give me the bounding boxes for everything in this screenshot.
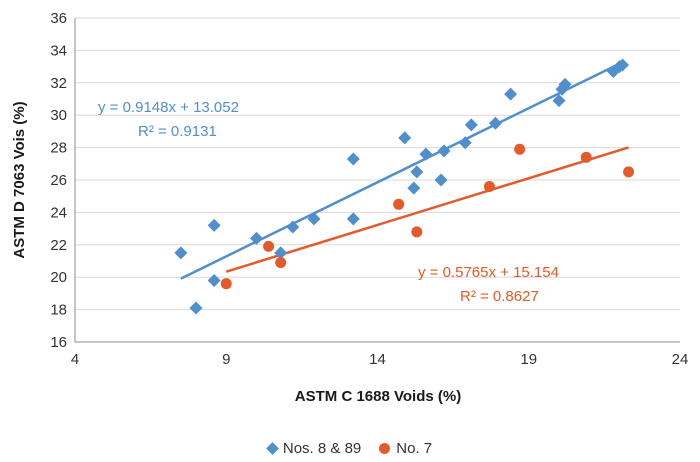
r2-series-1: R² = 0.9131 [138, 123, 217, 140]
data-point-series-1 [346, 212, 360, 226]
eq-series-2: y = 0.5765x + 15.154 [418, 264, 559, 281]
legend-item-series-1: Nos. 8 & 89 [266, 440, 362, 457]
trendline-series-2 [225, 146, 629, 273]
data-point-series-1 [174, 246, 188, 260]
y-tick-label: 36 [50, 10, 67, 27]
y-tick-label: 18 [50, 302, 67, 319]
data-point-series-1 [458, 136, 472, 150]
data-point-series-2 [514, 143, 526, 155]
r2-series-2: R² = 0.8627 [460, 288, 539, 305]
data-point-series-1 [616, 58, 630, 72]
data-point-series-1 [286, 220, 300, 234]
y-tick-label: 16 [50, 334, 67, 351]
x-tick-label: 14 [369, 351, 386, 368]
data-points [174, 58, 635, 315]
data-point-series-1 [207, 273, 221, 287]
data-point-series-2 [411, 226, 423, 238]
axes [74, 18, 680, 343]
data-point-series-1 [207, 218, 221, 232]
x-axis-title: ASTM C 1688 Voids (%) [295, 388, 461, 405]
data-point-series-2 [483, 180, 495, 192]
y-axis-title: ASTM D 7063 Vois (%) [11, 101, 28, 258]
trendline-series-1 [180, 62, 621, 280]
data-point-series-1 [410, 165, 424, 179]
data-point-series-2 [393, 198, 405, 210]
data-point-series-1 [419, 147, 433, 161]
circle-marker-icon [379, 443, 391, 454]
y-tick-label: 32 [50, 75, 67, 92]
data-point-series-1 [189, 301, 203, 315]
data-point-series-2 [623, 166, 635, 178]
data-point-series-2 [580, 151, 592, 163]
x-tick-label: 24 [672, 351, 689, 368]
data-point-series-2 [275, 257, 287, 269]
scatter-chart: 16 18 20 22 24 26 28 30 32 34 36 4 9 14 19 24 y = 0.91… [11, 10, 689, 405]
trendline-equations: y = 0.9148x + 13.052 R² = 0.9131 y = 0.5… [98, 99, 559, 305]
data-point-series-1 [504, 87, 518, 101]
y-tick-labels: 16 18 20 22 24 26 28 30 32 34 36 [50, 10, 67, 351]
legend-item-series-2: No. 7 [379, 440, 432, 457]
data-point-series-1 [558, 77, 572, 91]
data-point-series-1 [307, 212, 321, 226]
data-point-series-1 [552, 94, 566, 108]
data-point-series-2 [263, 240, 275, 252]
y-tick-label: 24 [50, 204, 67, 221]
diamond-marker-icon [266, 442, 279, 455]
y-tick-label: 28 [50, 140, 67, 157]
data-point-series-1 [464, 118, 478, 132]
data-point-series-2 [220, 278, 232, 290]
data-point-series-1 [250, 231, 263, 245]
y-tick-label: 26 [50, 172, 67, 189]
data-point-series-1 [346, 152, 360, 166]
legend-label-series-1: Nos. 8 & 89 [282, 440, 362, 457]
data-point-series-1 [437, 144, 451, 158]
y-tick-label: 20 [50, 269, 67, 286]
data-point-series-1 [488, 116, 502, 130]
data-point-series-1 [407, 181, 421, 195]
data-point-series-1 [274, 246, 288, 260]
x-tick-label: 9 [222, 351, 230, 368]
trendlines [180, 62, 629, 280]
y-tick-label: 22 [50, 237, 67, 254]
x-tick-label: 19 [520, 351, 537, 368]
x-tick-labels: 4 9 14 19 24 [71, 351, 689, 368]
data-point-series-1 [398, 131, 412, 145]
data-point-series-1 [434, 173, 448, 187]
x-tick-label: 4 [71, 351, 79, 368]
eq-series-1: y = 0.9148x + 13.052 [98, 99, 239, 116]
gridlines [75, 17, 680, 311]
legend: Nos. 8 & 89 No. 7 [0, 440, 700, 457]
y-tick-label: 30 [50, 107, 67, 124]
y-tick-label: 34 [50, 42, 67, 59]
legend-label-series-2: No. 7 [396, 440, 433, 457]
